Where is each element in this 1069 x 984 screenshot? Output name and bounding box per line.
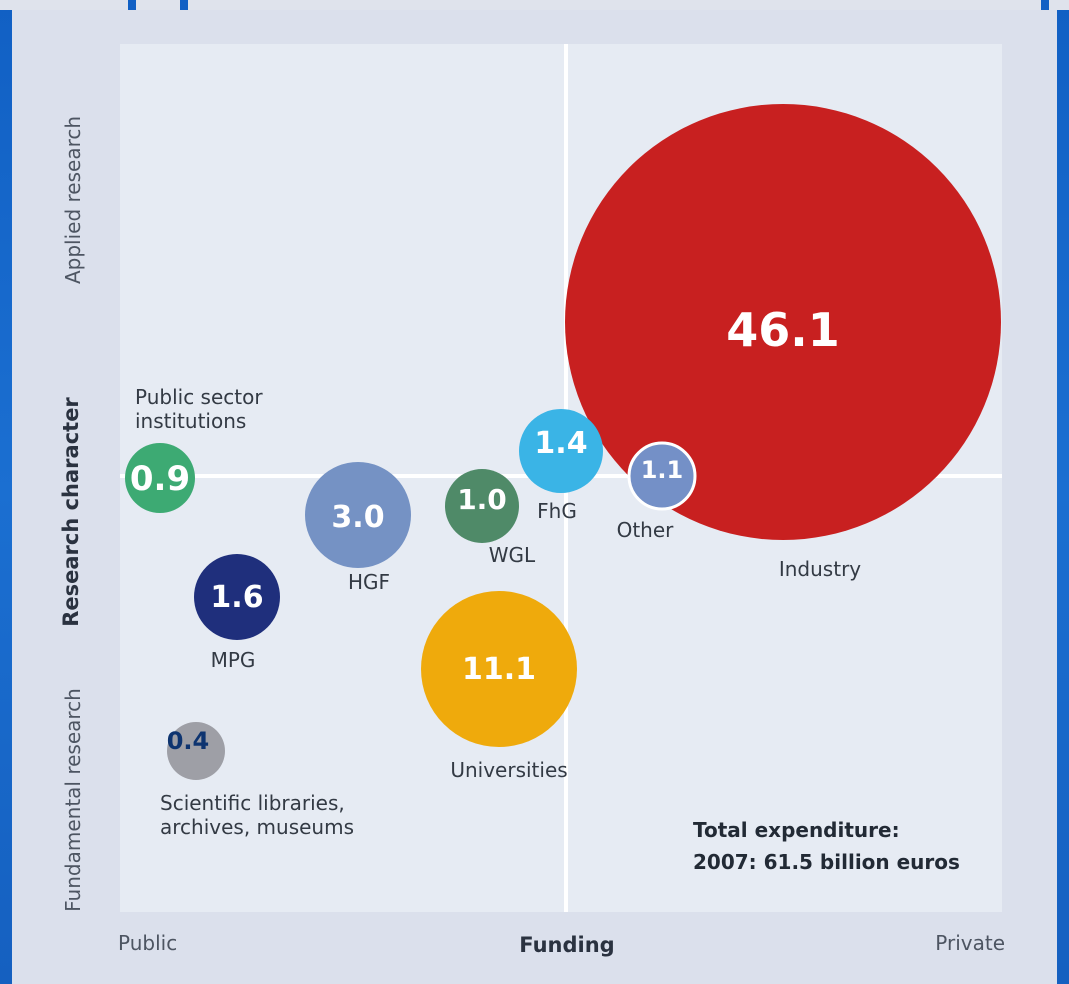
top-border-segment (1049, 0, 1069, 10)
bubble-mpg (194, 554, 280, 640)
bubble-value-hgf: 3.0 (331, 500, 384, 535)
bubble-value-industry: 46.1 (726, 303, 840, 357)
bubble-wgl (445, 469, 519, 543)
bubbles-layer: 0.9 Public sector institutions 1.6 MPG 3.0 HGF… (125, 104, 1001, 839)
total-note-line2: 2007: 61.5 billion euros (693, 850, 960, 874)
bubble-value-universities: 11.1 (462, 652, 536, 687)
bubble-label-mpg: MPG (211, 648, 256, 672)
bubble-fhg (519, 409, 603, 493)
top-border-segment (136, 0, 180, 10)
top-border-segment (188, 0, 1041, 10)
bubble-value-scientific-libraries-archives-museums: 0.4 (167, 727, 210, 755)
bubble-label-universities: Universities (450, 758, 567, 782)
bubble-hgf (305, 462, 411, 568)
bubble-label-other: Other (617, 518, 675, 542)
bubble-label-scientific-libraries-archives-museums: Scientific libraries, archives, museums (160, 791, 354, 839)
bubble-public-sector-institutions (125, 443, 195, 513)
bubble-label-hgf: HGF (348, 570, 390, 594)
top-border-segment (0, 0, 128, 10)
bubble-universities (421, 591, 577, 747)
y-axis-low-label: Fundamental research (61, 688, 85, 912)
x-axis-low-label: Public (118, 931, 177, 955)
x-axis-high-label: Private (935, 931, 1005, 955)
bubble-label-public-sector-institutions: Public sector institutions (135, 385, 263, 433)
bubble-other (627, 441, 697, 511)
bubble-value-mpg: 1.6 (210, 580, 263, 615)
bubble-label-fhg: FhG (537, 499, 577, 523)
bubble-value-other: 1.1 (641, 456, 684, 484)
y-axis-high-label: Applied research (61, 116, 85, 284)
bubble-value-wgl: 1.0 (457, 483, 507, 516)
bubble-label-industry: Industry (779, 557, 861, 581)
total-note-line1: Total expenditure: (693, 818, 900, 842)
bubble-value-public-sector-institutions: 0.9 (130, 459, 190, 499)
bubble-scientific-libraries-archives-museums (167, 722, 225, 780)
x-axis-title: Funding (519, 933, 614, 957)
bubble-industry (565, 104, 1001, 540)
y-axis-title: Research character (59, 397, 83, 627)
bubble-label-wgl: WGL (489, 543, 536, 567)
bubble-value-fhg: 1.4 (534, 426, 587, 461)
